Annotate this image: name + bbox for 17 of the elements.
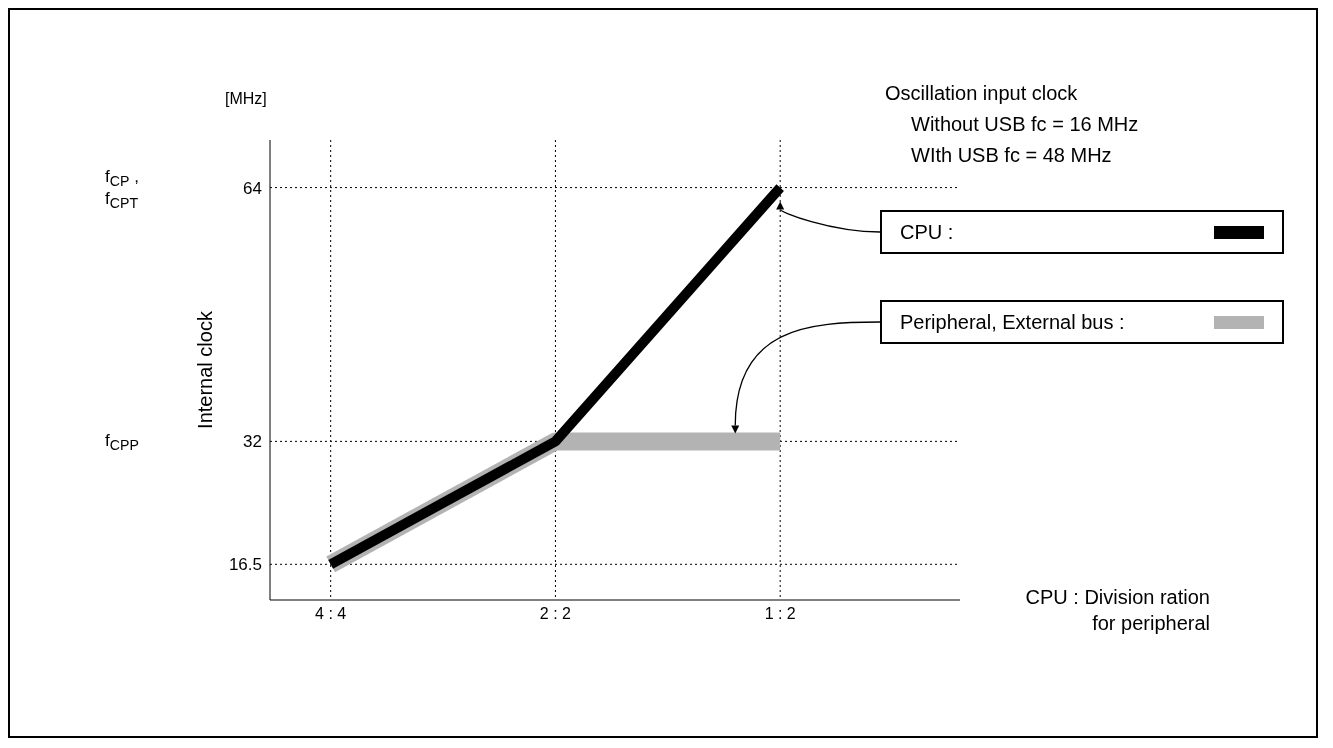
x-axis-title: CPU : Division ration for peripheral [1024, 585, 1210, 636]
annotation: WIth USB fc = 48 MHz [910, 143, 1113, 168]
text: [MHz] [225, 90, 267, 108]
y-tick-label: 32 [243, 432, 262, 452]
y-axis-title: Internal clock [193, 311, 217, 429]
x-tick-label: 1 : 2 [764, 605, 796, 623]
x-tick-label: 4 : 4 [315, 605, 347, 623]
legend-label: CPU : [900, 220, 954, 244]
x-tick-label: 2 : 2 [539, 605, 572, 623]
text: Without USB fc = 16 MHz [910, 112, 1139, 137]
text: f$_{CPT}$ [105, 187, 139, 213]
text: Peripheral, External bus : [900, 310, 1125, 334]
text: Oscillation input clock [885, 81, 1079, 106]
y-tick-label: 16.5 [228, 555, 262, 575]
text: f$_{CP}$ , [105, 166, 139, 189]
text: f$_{CPP}$ [105, 430, 139, 456]
y-tick-label: 64 [243, 178, 262, 198]
